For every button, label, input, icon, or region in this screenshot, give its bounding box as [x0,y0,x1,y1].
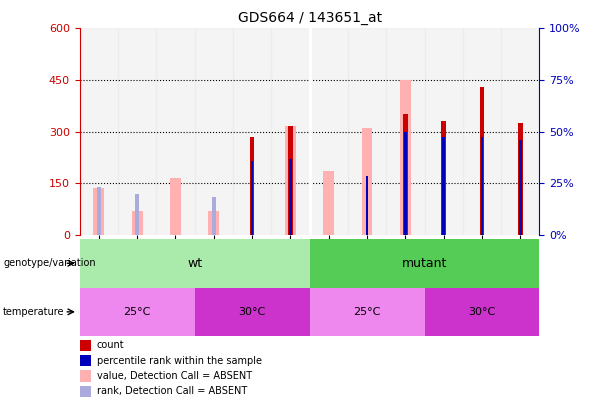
Bar [80,288,195,336]
Bar [441,122,446,235]
Bar [233,28,271,235]
Bar [93,188,104,235]
Bar [118,28,156,235]
Text: temperature: temperature [3,307,64,317]
Bar [519,140,522,235]
Bar [400,80,411,235]
Bar [208,211,219,235]
Bar [135,194,139,235]
Text: count: count [97,340,124,350]
Bar [97,187,101,235]
Text: mutant: mutant [402,257,447,270]
Bar [366,177,368,235]
Bar [195,288,310,336]
Bar [404,132,406,235]
Bar [156,28,195,235]
Text: percentile rank within the sample: percentile rank within the sample [97,356,262,366]
Bar [424,28,463,235]
Bar [310,288,424,336]
Bar [518,123,522,235]
Bar [285,126,296,235]
Text: wt: wt [187,257,202,270]
Text: rank, Detection Call = ABSENT: rank, Detection Call = ABSENT [97,386,247,396]
Bar [479,87,484,235]
Bar [289,159,292,235]
Bar [271,28,310,235]
Bar [250,137,254,235]
Bar [443,137,445,235]
Bar [310,28,348,235]
Text: 25°C: 25°C [123,307,151,317]
Text: value, Detection Call = ABSENT: value, Detection Call = ABSENT [97,371,252,381]
Bar [463,28,501,235]
Text: 25°C: 25°C [353,307,381,317]
Text: 30°C: 30°C [468,307,495,317]
Title: GDS664 / 143651_at: GDS664 / 143651_at [237,11,382,25]
Bar [386,28,424,235]
Bar [403,115,408,235]
Bar [80,239,310,288]
Bar [348,28,386,235]
Bar [132,211,142,235]
Bar [362,128,373,235]
Bar [288,126,293,235]
Text: 30°C: 30°C [238,307,265,317]
Bar [324,171,334,235]
Bar [481,137,483,235]
Text: genotype/variation: genotype/variation [3,258,96,268]
Bar [251,161,253,235]
Bar [170,178,181,235]
Bar [212,197,216,235]
Bar [501,28,539,235]
Bar [195,28,233,235]
Bar [310,239,539,288]
Bar [424,288,539,336]
Bar [80,28,118,235]
